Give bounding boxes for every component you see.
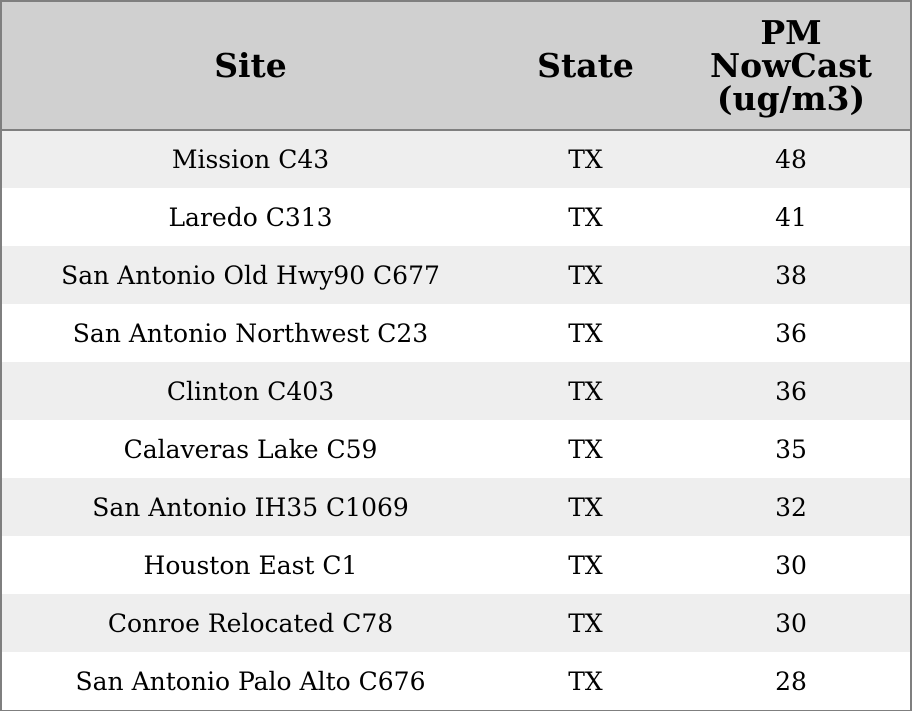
cell-state: TX (568, 434, 603, 464)
cell-state: TX (568, 608, 603, 638)
cell-site: Houston East C1 (143, 550, 358, 580)
table-row: San Antonio IH35 C1069 TX 32 (2, 478, 910, 536)
cell-state: TX (568, 666, 603, 696)
table-row: Calaveras Lake C59 TX 35 (2, 420, 910, 478)
table-body: Mission C43 TX 48 Laredo C313 TX 41 San Antoni… (2, 130, 910, 710)
cell-site: Clinton C403 (166, 376, 335, 406)
cell-state: TX (568, 145, 603, 174)
cell-site: San Antonio IH35 C1069 (92, 492, 409, 522)
table-row: Conroe Relocated C78 TX 30 (2, 594, 910, 652)
table-header: Site State PM NowCast (ug/m3) (2, 2, 910, 131)
column-header-pm-line-1: PM (760, 13, 822, 52)
column-header-pm-line-3: (ug/m3) (716, 79, 866, 118)
table-row: Houston East C1 TX 30 (2, 536, 910, 594)
column-header-pm-line-2: NowCast (709, 46, 873, 85)
cell-state: TX (568, 318, 603, 348)
cell-state: TX (568, 492, 603, 522)
cell-pm-nowcast: 32 (775, 492, 807, 522)
column-header-site: Site (2, 2, 499, 131)
cell-site: Calaveras Lake C59 (123, 434, 378, 464)
column-header-pm-nowcast: PM NowCast (ug/m3) (672, 2, 910, 131)
cell-pm-nowcast: 30 (775, 550, 807, 580)
table-row: Clinton C403 TX 36 (2, 362, 910, 420)
cell-site: Mission C43 (171, 145, 330, 174)
cell-state: TX (568, 550, 603, 580)
cell-pm-nowcast: 35 (775, 434, 807, 464)
cell-pm-nowcast: 28 (775, 666, 807, 696)
header-row: Site State PM NowCast (ug/m3) (2, 2, 910, 131)
table-row: Laredo C313 TX 41 (2, 188, 910, 246)
cell-state: TX (568, 376, 603, 406)
cell-site: San Antonio Palo Alto C676 (75, 666, 426, 696)
cell-state: TX (568, 202, 603, 232)
cell-site: Laredo C313 (168, 202, 333, 232)
cell-site: Conroe Relocated C78 (107, 608, 394, 638)
table-row: San Antonio Old Hwy90 C677 TX 38 (2, 246, 910, 304)
cell-site: San Antonio Old Hwy90 C677 (61, 260, 440, 290)
cell-pm-nowcast: 36 (775, 376, 807, 406)
cell-pm-nowcast: 41 (775, 202, 807, 232)
cell-pm-nowcast: 38 (775, 260, 807, 290)
cell-state: TX (568, 260, 603, 290)
table-row: Mission C43 TX 48 (2, 130, 910, 188)
table-row: San Antonio Palo Alto C676 TX 28 (2, 652, 910, 710)
cell-pm-nowcast: 48 (775, 145, 807, 174)
cell-site: San Antonio Northwest C23 (72, 318, 429, 348)
cell-pm-nowcast: 30 (775, 608, 807, 638)
column-header-state: State (499, 2, 672, 131)
table-row: San Antonio Northwest C23 TX 36 (2, 304, 910, 362)
cell-pm-nowcast: 36 (775, 318, 807, 348)
